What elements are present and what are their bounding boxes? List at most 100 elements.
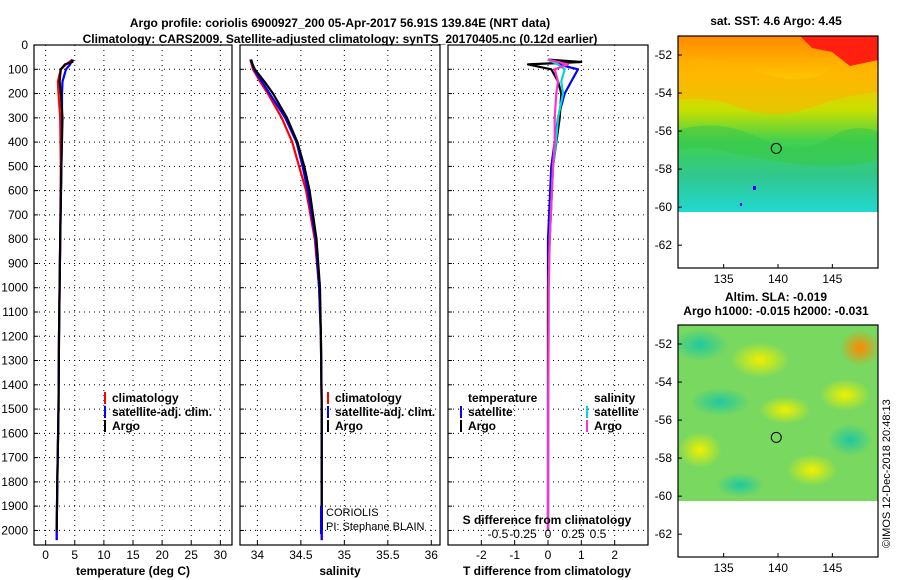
- series-line: [249, 59, 323, 541]
- salinity-legend: climatology satellite-adj. clim. Argo: [327, 391, 435, 433]
- map-y-tick-label: -56: [655, 413, 673, 427]
- x-tick-label: -2: [476, 548, 487, 562]
- difference-legend: temperature satellite Argo salinity sate…: [460, 391, 639, 433]
- depth-tick-label: 500: [8, 159, 28, 173]
- x-tick-label: 30: [214, 548, 228, 562]
- map-y-tick-label: -58: [655, 451, 673, 465]
- legend-swatch-t-satellite: [460, 406, 462, 418]
- map-y-tick-label: -60: [655, 489, 673, 503]
- depth-tick-label: 1500: [1, 402, 28, 416]
- credit-text: ©IMOS 12-Dec-2018 20:48:13: [881, 399, 893, 548]
- sla-blob: [840, 330, 878, 366]
- x-tick-label: -1: [509, 548, 520, 562]
- s-tick-label: 0: [545, 527, 552, 541]
- s-difference-ticks: -0.5 -0.25 0 0.25 0.5: [488, 527, 607, 541]
- sst-warm-patch: [800, 36, 878, 66]
- legend-swatch-satellite-adj: [327, 406, 329, 418]
- salinity-frame: [239, 44, 441, 546]
- depth-tick-label: 100: [8, 62, 28, 76]
- sla-blob: [759, 396, 811, 424]
- series-line: [546, 58, 566, 531]
- x-tick-label: 0: [42, 548, 49, 562]
- sst-no-data: [678, 212, 878, 268]
- depth-tick-label: 600: [8, 184, 28, 198]
- map-y-tick-label: -52: [655, 48, 673, 62]
- map-x-tick-label: 135: [714, 272, 734, 286]
- sla-map-title-2: Argo h1000: -0.015 h2000: -0.031: [683, 304, 869, 318]
- sst-blue-pixel: [753, 186, 756, 190]
- depth-tick-label: 1900: [1, 499, 28, 513]
- legend-satellite-adj: satellite-adj. clim.: [335, 405, 435, 419]
- depth-tick-label: 1600: [1, 426, 28, 440]
- sst-green-band: [678, 125, 878, 167]
- temperature-frame: [33, 44, 233, 546]
- difference-xticks: -2 -1 0 1 2: [476, 548, 618, 562]
- legend-argo: Argo: [335, 419, 363, 433]
- sla-map: Altim. SLA: -0.019 Argo h1000: -0.015 h2…: [655, 290, 879, 575]
- x-tick-label: 1: [578, 548, 585, 562]
- depth-tick-label: 800: [8, 232, 28, 246]
- map-x-tick-label: 145: [822, 272, 842, 286]
- sla-field: [678, 325, 878, 557]
- depth-tick-label: 1300: [1, 354, 28, 368]
- map-x-tick-label: 140: [768, 272, 788, 286]
- difference-panel: -2 -1 0 1 2 S difference from climatology -0…: [447, 44, 649, 578]
- x-tick-label: 36: [425, 548, 439, 562]
- sla-map-title-1: Altim. SLA: -0.019: [725, 290, 827, 304]
- sla-blob: [730, 342, 790, 378]
- map-y-tick-label: -62: [655, 238, 673, 252]
- sla-no-data: [678, 501, 878, 557]
- salinity-grid: [240, 44, 440, 545]
- note-pi: PI: Stephane BLAIN: [326, 521, 425, 533]
- legend-s-argo: Argo: [594, 419, 622, 433]
- temperature-grid: [34, 44, 232, 545]
- depth-tick-label: 1000: [1, 281, 28, 295]
- depth-tick-label: 0: [21, 38, 28, 52]
- note-coriolis: CORIOLIS: [326, 507, 379, 519]
- legend-swatch-climatology: [327, 392, 329, 404]
- t-difference-label: T difference from climatology: [463, 564, 631, 578]
- temperature-series: [55, 58, 75, 541]
- sst-map-ticks: -52 -54 -56 -58 -60 -62 135 140 145: [655, 48, 843, 286]
- x-tick-label: 2: [611, 548, 618, 562]
- x-tick-label: 15: [126, 548, 140, 562]
- title-line-1: Argo profile: coriolis 6900927_200 05-Ap…: [130, 16, 550, 30]
- depth-tick-label: 1800: [1, 475, 28, 489]
- title-line-2: Climatology: CARS2009. Satellite-adjuste…: [83, 32, 598, 46]
- legend-swatch-s-satellite: [586, 406, 588, 418]
- x-tick-label: 34: [251, 548, 265, 562]
- map-y-tick-label: -56: [655, 124, 673, 138]
- sla-blob: [678, 329, 728, 361]
- argo-position-marker: [770, 142, 782, 154]
- s-difference-label: S difference from climatology: [463, 513, 632, 527]
- map-y-tick-label: -54: [655, 375, 673, 389]
- x-tick-label: 10: [97, 548, 111, 562]
- map-y-tick-label: -54: [655, 86, 673, 100]
- argo-position-marker: [770, 431, 782, 443]
- map-y-tick-label: -58: [655, 162, 673, 176]
- depth-tick-label: 300: [8, 111, 28, 125]
- legend-t-satellite: satellite: [468, 405, 513, 419]
- sst-map: sat. SST: 4.6 Argo: 4.45 -52 -54 -56 -58 -60…: [655, 14, 879, 286]
- sla-map-ticks: -52 -54 -56 -58 -60 -62 135 140 145: [655, 337, 843, 575]
- map-y-tick-label: -52: [655, 337, 673, 351]
- x-tick-label: 5: [71, 548, 78, 562]
- x-tick-label: 34.5: [289, 548, 313, 562]
- depth-tick-label: 400: [8, 135, 28, 149]
- difference-series: [526, 58, 583, 531]
- sla-blob: [819, 379, 871, 411]
- sst-map-title: sat. SST: 4.6 Argo: 4.45: [710, 14, 842, 28]
- sst-blue-pixel: [740, 203, 742, 206]
- x-tick-label: 35: [338, 548, 352, 562]
- series-line: [55, 59, 75, 531]
- sla-blob: [690, 388, 750, 416]
- depth-tick-label: 2000: [1, 523, 28, 537]
- map-y-tick-label: -60: [655, 200, 673, 214]
- salinity-series: [249, 59, 323, 541]
- legend-swatch-t-argo: [460, 420, 462, 432]
- map-x-tick-label: 135: [714, 561, 734, 575]
- depth-tick-label: 1400: [1, 378, 28, 392]
- legend-s-satellite: satellite: [594, 405, 639, 419]
- depth-tick-label: 1100: [2, 305, 28, 319]
